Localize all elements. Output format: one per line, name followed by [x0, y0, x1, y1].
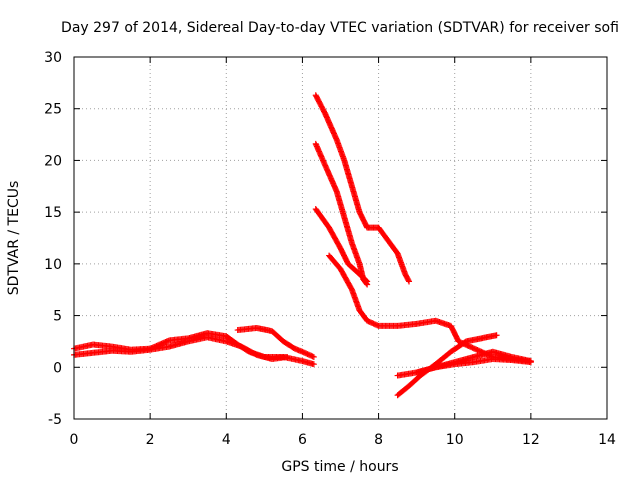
data-point — [493, 332, 500, 339]
x-axis-tick-labels: 0 2 4 6 8 10 12 14 — [70, 432, 616, 448]
data-point — [527, 359, 534, 366]
data-point — [363, 277, 370, 284]
y-tick-label: -5 — [48, 412, 62, 428]
x-tick-label: 4 — [222, 432, 231, 448]
x-tick-label: 10 — [446, 432, 464, 448]
data-point — [405, 277, 412, 284]
x-tick-label: 2 — [146, 432, 155, 448]
y-tick-label: 15 — [44, 205, 62, 221]
x-tick-label: 8 — [374, 432, 383, 448]
data-point — [310, 361, 317, 368]
x-tick-label: 12 — [522, 432, 540, 448]
chart-title: Day 297 of 2014, Sidereal Day-to-day VTE… — [61, 20, 619, 36]
x-tick-label: 14 — [598, 432, 616, 448]
plot-frame — [73, 56, 608, 420]
y-axis-title: SDTVAR / TECUs — [6, 181, 22, 296]
data-point — [284, 353, 291, 360]
y-tick-label: 30 — [44, 50, 62, 66]
data-series-4 — [312, 92, 413, 285]
y-tick-label: 20 — [44, 153, 62, 169]
x-tick-label: 0 — [70, 432, 79, 448]
data-point — [406, 278, 413, 285]
data-series-2 — [71, 334, 291, 363]
y-axis-tick-labels: -5 0 5 10 15 20 25 30 — [44, 50, 62, 428]
data-point — [364, 278, 371, 285]
y-tick-label: 10 — [44, 257, 62, 273]
data-series-10 — [413, 356, 534, 376]
y-tick-label: 25 — [44, 102, 62, 118]
data-series-6 — [312, 206, 371, 285]
x-tick-label: 6 — [298, 432, 307, 448]
axis-ticks — [73, 56, 608, 420]
data-points — [71, 92, 534, 399]
data-series-3 — [234, 324, 317, 360]
data-point — [310, 353, 317, 360]
grid-lines — [74, 57, 607, 419]
y-tick-label: 5 — [53, 309, 62, 325]
y-tick-label: 0 — [53, 360, 62, 376]
x-axis-title: GPS time / hours — [281, 459, 398, 475]
